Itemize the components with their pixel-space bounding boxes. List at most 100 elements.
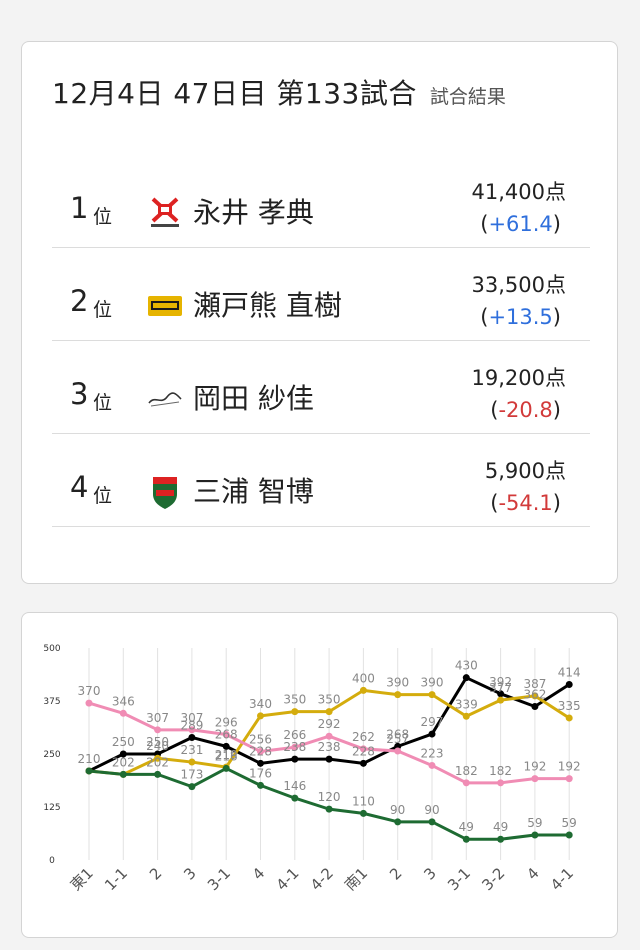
data-point: [428, 818, 436, 826]
data-label: 350: [318, 693, 341, 707]
data-label: 238: [318, 740, 341, 754]
data-point: [85, 699, 93, 707]
data-label: 307: [180, 711, 203, 725]
result-row-2[interactable]: 2 位 瀬戸熊 直樹 33,500点 (+13.5): [52, 248, 590, 341]
x-tick-label: 南1: [341, 864, 371, 894]
data-label: 335: [558, 699, 581, 713]
data-label: 257: [386, 732, 409, 746]
data-label: 182: [489, 764, 512, 778]
data-label: 268: [215, 727, 238, 741]
data-label: 266: [283, 728, 306, 742]
data-label: 238: [283, 740, 306, 754]
data-point: [359, 809, 367, 817]
data-point: [154, 754, 162, 762]
data-label: 49: [459, 820, 474, 834]
x-tick-label: 3: [180, 864, 199, 883]
data-point: [428, 761, 436, 769]
result-row-4[interactable]: 4 位 三浦 智博 5,900点 (-54.1): [52, 434, 590, 527]
data-label: 90: [390, 803, 405, 817]
data-point: [222, 730, 230, 738]
x-tick-label: 3: [420, 864, 439, 883]
data-point: [188, 726, 196, 734]
x-tick-label: 3-1: [444, 864, 474, 894]
point-delta: (-54.1): [490, 491, 561, 515]
data-point: [325, 708, 333, 716]
x-tick-label: 4-1: [547, 864, 577, 894]
x-tick-label: 2: [386, 864, 405, 883]
delta-value: -54.1: [498, 491, 553, 515]
data-label: 59: [527, 816, 542, 830]
data-label: 231: [180, 743, 203, 757]
data-point: [462, 712, 470, 720]
data-point: [497, 690, 505, 698]
final-score: 41,400点: [471, 180, 566, 204]
title-row: 12月4日 47日目 第133試合 試合結果: [52, 72, 506, 112]
data-point: [359, 745, 367, 753]
data-label: 216: [215, 749, 238, 763]
y-tick-label: 125: [43, 803, 60, 813]
data-label: 192: [558, 760, 581, 774]
result-row-1[interactable]: 1 位 永井 孝典 41,400点 (+61.4): [52, 155, 590, 248]
match-title: 12月4日 47日目 第133試合: [52, 77, 417, 110]
data-label: 400: [352, 671, 375, 685]
result-row-3[interactable]: 3 位 岡田 紗佳 19,200点 (-20.8): [52, 341, 590, 434]
data-label: 377: [489, 681, 512, 695]
data-point: [291, 794, 299, 802]
data-point: [462, 835, 470, 843]
data-point: [188, 783, 196, 791]
data-label: 90: [424, 803, 439, 817]
data-point: [359, 759, 367, 767]
data-point: [531, 703, 539, 711]
data-label: 307: [146, 711, 169, 725]
data-point: [394, 818, 402, 826]
rank-number: 3: [70, 377, 89, 411]
data-label: 228: [352, 744, 375, 758]
delta-value: +13.5: [488, 305, 553, 329]
point-delta: (+61.4): [480, 212, 561, 236]
rank-number: 4: [70, 470, 89, 504]
x-tick-label: 4: [523, 864, 542, 883]
data-point: [119, 750, 127, 758]
data-label: 262: [352, 730, 375, 744]
data-point: [394, 747, 402, 755]
x-tick-label: 4: [249, 864, 268, 883]
rank-unit: 位: [93, 392, 113, 414]
data-point: [565, 831, 573, 839]
data-label: 202: [112, 755, 135, 769]
data-point: [359, 686, 367, 694]
rank-unit: 位: [93, 299, 113, 321]
data-point: [394, 691, 402, 699]
data-label: 250: [146, 735, 169, 749]
data-label: 350: [283, 693, 306, 707]
data-label: 390: [421, 676, 444, 690]
match-result-card: 12月4日 47日目 第133試合 試合結果 1 位 永井 孝典 41,400点…: [21, 41, 618, 584]
y-tick-label: 0: [49, 856, 55, 866]
y-tick-label: 250: [43, 750, 60, 760]
data-point: [257, 712, 264, 720]
data-point: [325, 805, 333, 813]
match-subtitle: 試合結果: [429, 86, 506, 108]
x-tick-label: 4-1: [273, 864, 303, 894]
data-label: 182: [455, 764, 478, 778]
data-label: 370: [78, 684, 101, 698]
x-tick-label: 3-1: [204, 864, 234, 894]
data-point: [257, 781, 264, 789]
data-label: 390: [386, 676, 409, 690]
data-point: [325, 755, 333, 763]
data-label: 296: [215, 715, 238, 729]
data-point: [531, 692, 539, 700]
rank-number: 1: [70, 191, 89, 225]
data-point: [325, 732, 333, 740]
data-label: 250: [112, 735, 135, 749]
data-point: [257, 759, 264, 767]
data-label: 59: [562, 816, 577, 830]
final-score: 33,500点: [471, 273, 566, 297]
raiden-logo-icon: [148, 296, 182, 316]
data-label: 228: [249, 744, 272, 758]
data-label: 414: [558, 665, 581, 679]
y-tick-label: 500: [43, 644, 60, 654]
data-label: 256: [249, 732, 272, 746]
data-point: [188, 758, 196, 766]
x-tick-label: 3-2: [478, 864, 508, 894]
point-delta: (+13.5): [480, 305, 561, 329]
